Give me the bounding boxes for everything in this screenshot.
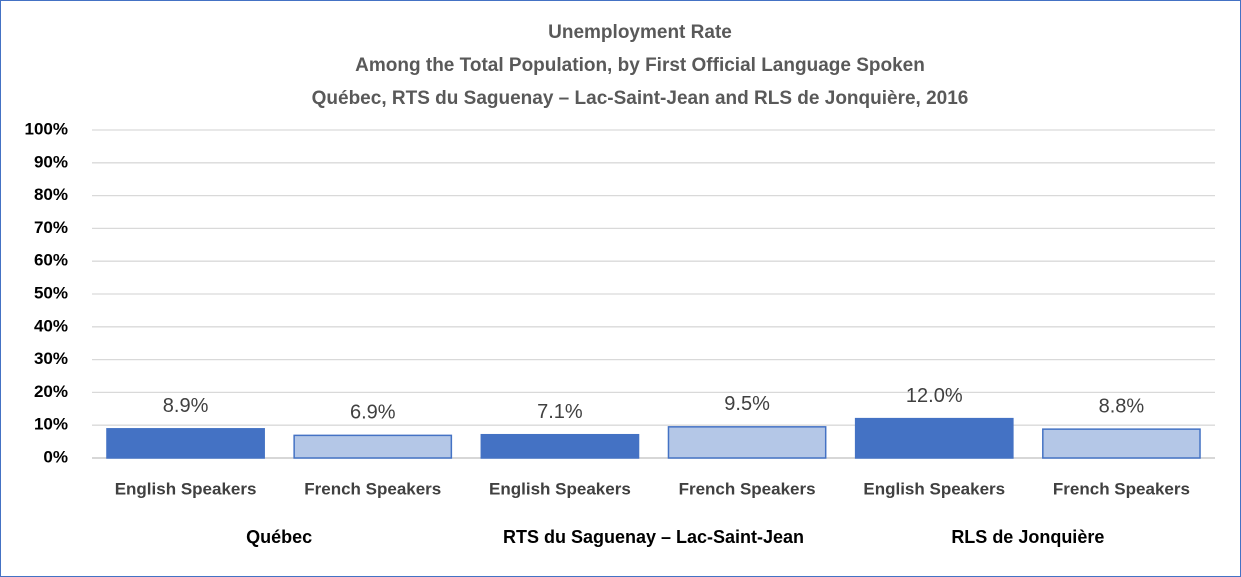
chart-subtitle: Québec, RTS du Saguenay – Lac-Saint-Jean… [312, 88, 969, 109]
group-label: RTS du Saguenay – Lac-Saint-Jean [503, 527, 804, 547]
bar [667, 426, 827, 459]
data-label: 12.0% [906, 385, 963, 407]
x-tick-label: English Speakers [489, 479, 631, 498]
chart-title: Unemployment Rate [548, 22, 732, 43]
data-label: 6.9% [350, 402, 396, 424]
y-tick-label: 90% [34, 152, 68, 171]
chart-subtitle: Among the Total Population, by First Off… [355, 55, 925, 76]
y-tick-label: 10% [34, 415, 68, 434]
x-tick-label: French Speakers [304, 479, 441, 498]
y-tick-label: 0% [43, 447, 68, 466]
group-label: Québec [246, 527, 312, 547]
y-tick-label: 100% [25, 119, 68, 138]
data-label: 8.8% [1099, 395, 1145, 417]
y-tick-label: 80% [34, 185, 68, 204]
y-tick-label: 70% [34, 218, 68, 237]
y-tick-label: 30% [34, 349, 68, 368]
data-label: 8.9% [163, 395, 209, 417]
data-label: 7.1% [537, 401, 583, 423]
bar [293, 434, 453, 459]
bar [854, 417, 1014, 459]
y-tick-label: 20% [34, 382, 68, 401]
x-tick-label: French Speakers [679, 479, 816, 498]
y-tick-label: 40% [34, 316, 68, 335]
x-tick-label: English Speakers [863, 479, 1005, 498]
y-tick-label: 50% [34, 283, 68, 302]
x-tick-label: English Speakers [115, 479, 257, 498]
x-tick-label: French Speakers [1053, 479, 1190, 498]
bar [480, 433, 640, 459]
data-label: 9.5% [724, 393, 770, 415]
bar [1042, 428, 1201, 459]
y-tick-label: 60% [34, 251, 68, 270]
bar [106, 428, 265, 459]
group-label: RLS de Jonquière [951, 527, 1104, 547]
